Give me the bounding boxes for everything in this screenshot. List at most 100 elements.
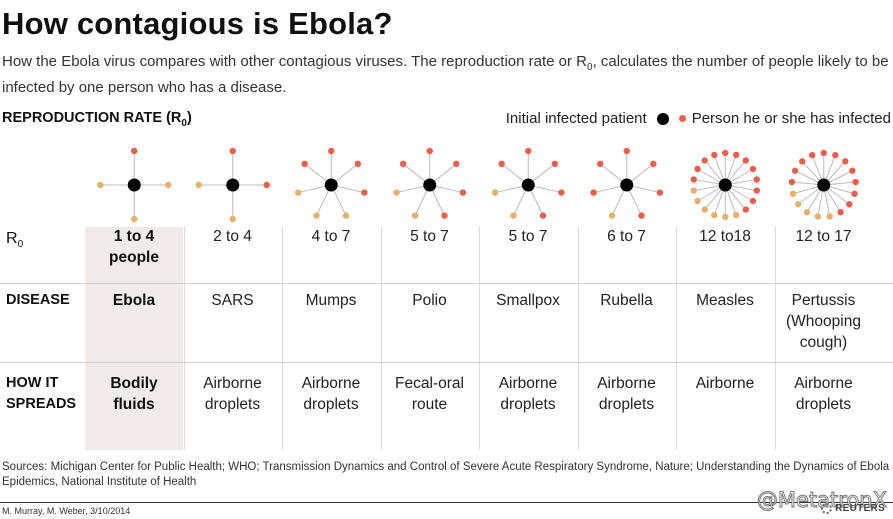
table-cell-line: 12 to18	[699, 228, 751, 245]
infection-diagram-rubella	[590, 147, 664, 219]
table-cell-line: (Whooping	[786, 313, 861, 330]
table-cell-line: droplets	[795, 396, 852, 413]
disease-row-label: DISEASE	[6, 292, 70, 308]
infected-person-dot	[795, 201, 802, 208]
table-cell-line: 6 to 7	[607, 228, 646, 245]
infection-diagram-sars	[195, 147, 270, 223]
infected-person-dot	[701, 157, 708, 164]
table-cell-line: droplets	[500, 396, 556, 413]
table-cell-spread: Airborne droplets	[282, 373, 380, 415]
table-cell-line: 4 to 7	[311, 228, 351, 245]
table-cell-spread: Airborne droplets	[775, 373, 873, 415]
legend-infected-label: Person he or she has infected	[691, 110, 891, 127]
table-cell-disease: Ebola	[85, 290, 183, 311]
table-cell-spread: Airborne droplets	[578, 373, 676, 415]
infected-person-dot	[742, 206, 750, 213]
infection-diagram-smallpox	[491, 147, 565, 219]
infected-person-dot	[849, 167, 856, 174]
infected-person-dot	[832, 151, 839, 159]
table-cell-line: 5 to 7	[508, 228, 548, 245]
infected-person-dot	[638, 212, 645, 219]
initial-patient-dot	[127, 178, 141, 192]
table-cell-disease: Mumps	[282, 290, 380, 311]
infected-person-dot	[814, 213, 822, 220]
infected-person-dot	[328, 147, 335, 155]
infected-person-dot	[732, 151, 740, 159]
infected-person-dot	[551, 160, 559, 168]
r0-row-label-subscript: 0	[17, 239, 24, 250]
legend: Initial infected patient Person he or sh…	[506, 110, 891, 127]
infection-diagrams	[97, 147, 859, 223]
reproduction-rate-subscript: 0	[181, 118, 187, 129]
initial-patient-dot	[521, 178, 535, 192]
initial-patient-dot	[620, 178, 634, 192]
initial-patient-dot	[324, 178, 338, 192]
infected-person-dot	[498, 160, 505, 168]
infected-person-dot	[694, 197, 701, 205]
table-cell-r0: 4 to 7	[282, 226, 380, 247]
table-cell-line: Measles	[696, 292, 754, 309]
table-cell-disease: Rubella	[578, 290, 676, 311]
table-cell-line: 2 to 4	[213, 228, 252, 245]
intro-text-before: How the Ebola virus compares with other …	[2, 53, 588, 70]
sources-note: Sources: Michigan Center for Public Heal…	[2, 461, 890, 488]
infected-person-dot	[131, 215, 138, 223]
column-divider	[676, 227, 677, 450]
infected-person-dot	[608, 212, 616, 219]
infected-person-dot	[711, 211, 718, 219]
infected-person-dot	[749, 165, 757, 173]
table-cell-r0: 1 to 4 people	[85, 226, 183, 268]
table-cell-line: Airborne	[794, 375, 853, 392]
column-divider	[381, 227, 382, 450]
infected-person-dot	[846, 201, 853, 208]
infected-person-dot	[694, 165, 701, 173]
infected-person-dot	[842, 158, 849, 165]
table-cell-line: Airborne	[695, 375, 755, 392]
infected-person-dot	[701, 206, 708, 213]
table-cell-line: Airborne	[597, 375, 656, 392]
infection-diagram-polio	[393, 147, 467, 219]
infected-person-dot	[426, 147, 433, 155]
table-cell-spread: Fecal-oral route	[381, 373, 479, 415]
infection-diagram-ebola	[97, 147, 172, 223]
infected-person-dot	[393, 189, 400, 196]
infected-person-dot	[361, 189, 368, 196]
table-cell-r0: 2 to 4	[184, 226, 282, 247]
infected-person-dot	[354, 160, 362, 168]
table-cell-r0: 12 to18	[676, 226, 774, 247]
table-cell-line: people	[109, 249, 159, 266]
table-cell-line: Polio	[412, 292, 447, 309]
infected-person-dot	[131, 147, 138, 155]
table-cell-disease: Polio	[381, 290, 479, 311]
table-cell-line: cough)	[799, 334, 848, 351]
table-cell-spread: Airborne	[676, 373, 774, 394]
infected-person-dot	[294, 189, 302, 196]
infected-person-dot	[732, 211, 740, 219]
intro-text: How the Ebola virus compares with other …	[2, 52, 892, 98]
infected-person-dot	[851, 190, 858, 197]
infected-person-dot	[753, 187, 760, 194]
table-cell-r0: 5 to 7	[381, 226, 479, 247]
spread-row-label: HOW IT SPREADS	[6, 373, 76, 415]
infected-person-dot	[808, 151, 816, 159]
legend-infected-dot-icon	[678, 115, 686, 122]
table-cell-line: Airborne	[203, 375, 262, 392]
infected-person-dot	[453, 160, 460, 168]
column-divider	[775, 227, 776, 450]
table-cell-disease: Pertussis (Whooping cough)	[775, 290, 873, 353]
spread-row-label-line2: SPREADS	[6, 396, 77, 412]
infected-person-dot	[313, 212, 320, 219]
author-credit: M. Murray, M. Weber, 3/10/2014	[2, 506, 131, 516]
table-cell-line: Pertussis	[791, 292, 856, 309]
table-cell-r0: 5 to 7	[479, 226, 577, 247]
infected-person-dot	[596, 160, 604, 168]
infected-person-dot	[399, 160, 407, 168]
legend-initial-label: Initial infected patient	[505, 110, 647, 127]
table-cell-line: Mumps	[305, 292, 357, 309]
reproduction-rate-main: REPRODUCTION RATE (R	[2, 110, 182, 126]
infected-person-dot	[510, 212, 517, 219]
table-cell-line: droplets	[598, 396, 655, 413]
table-cell-line: 1 to 4	[113, 228, 155, 245]
infected-person-dot	[656, 189, 664, 196]
r0-row-label: R0	[6, 228, 23, 255]
